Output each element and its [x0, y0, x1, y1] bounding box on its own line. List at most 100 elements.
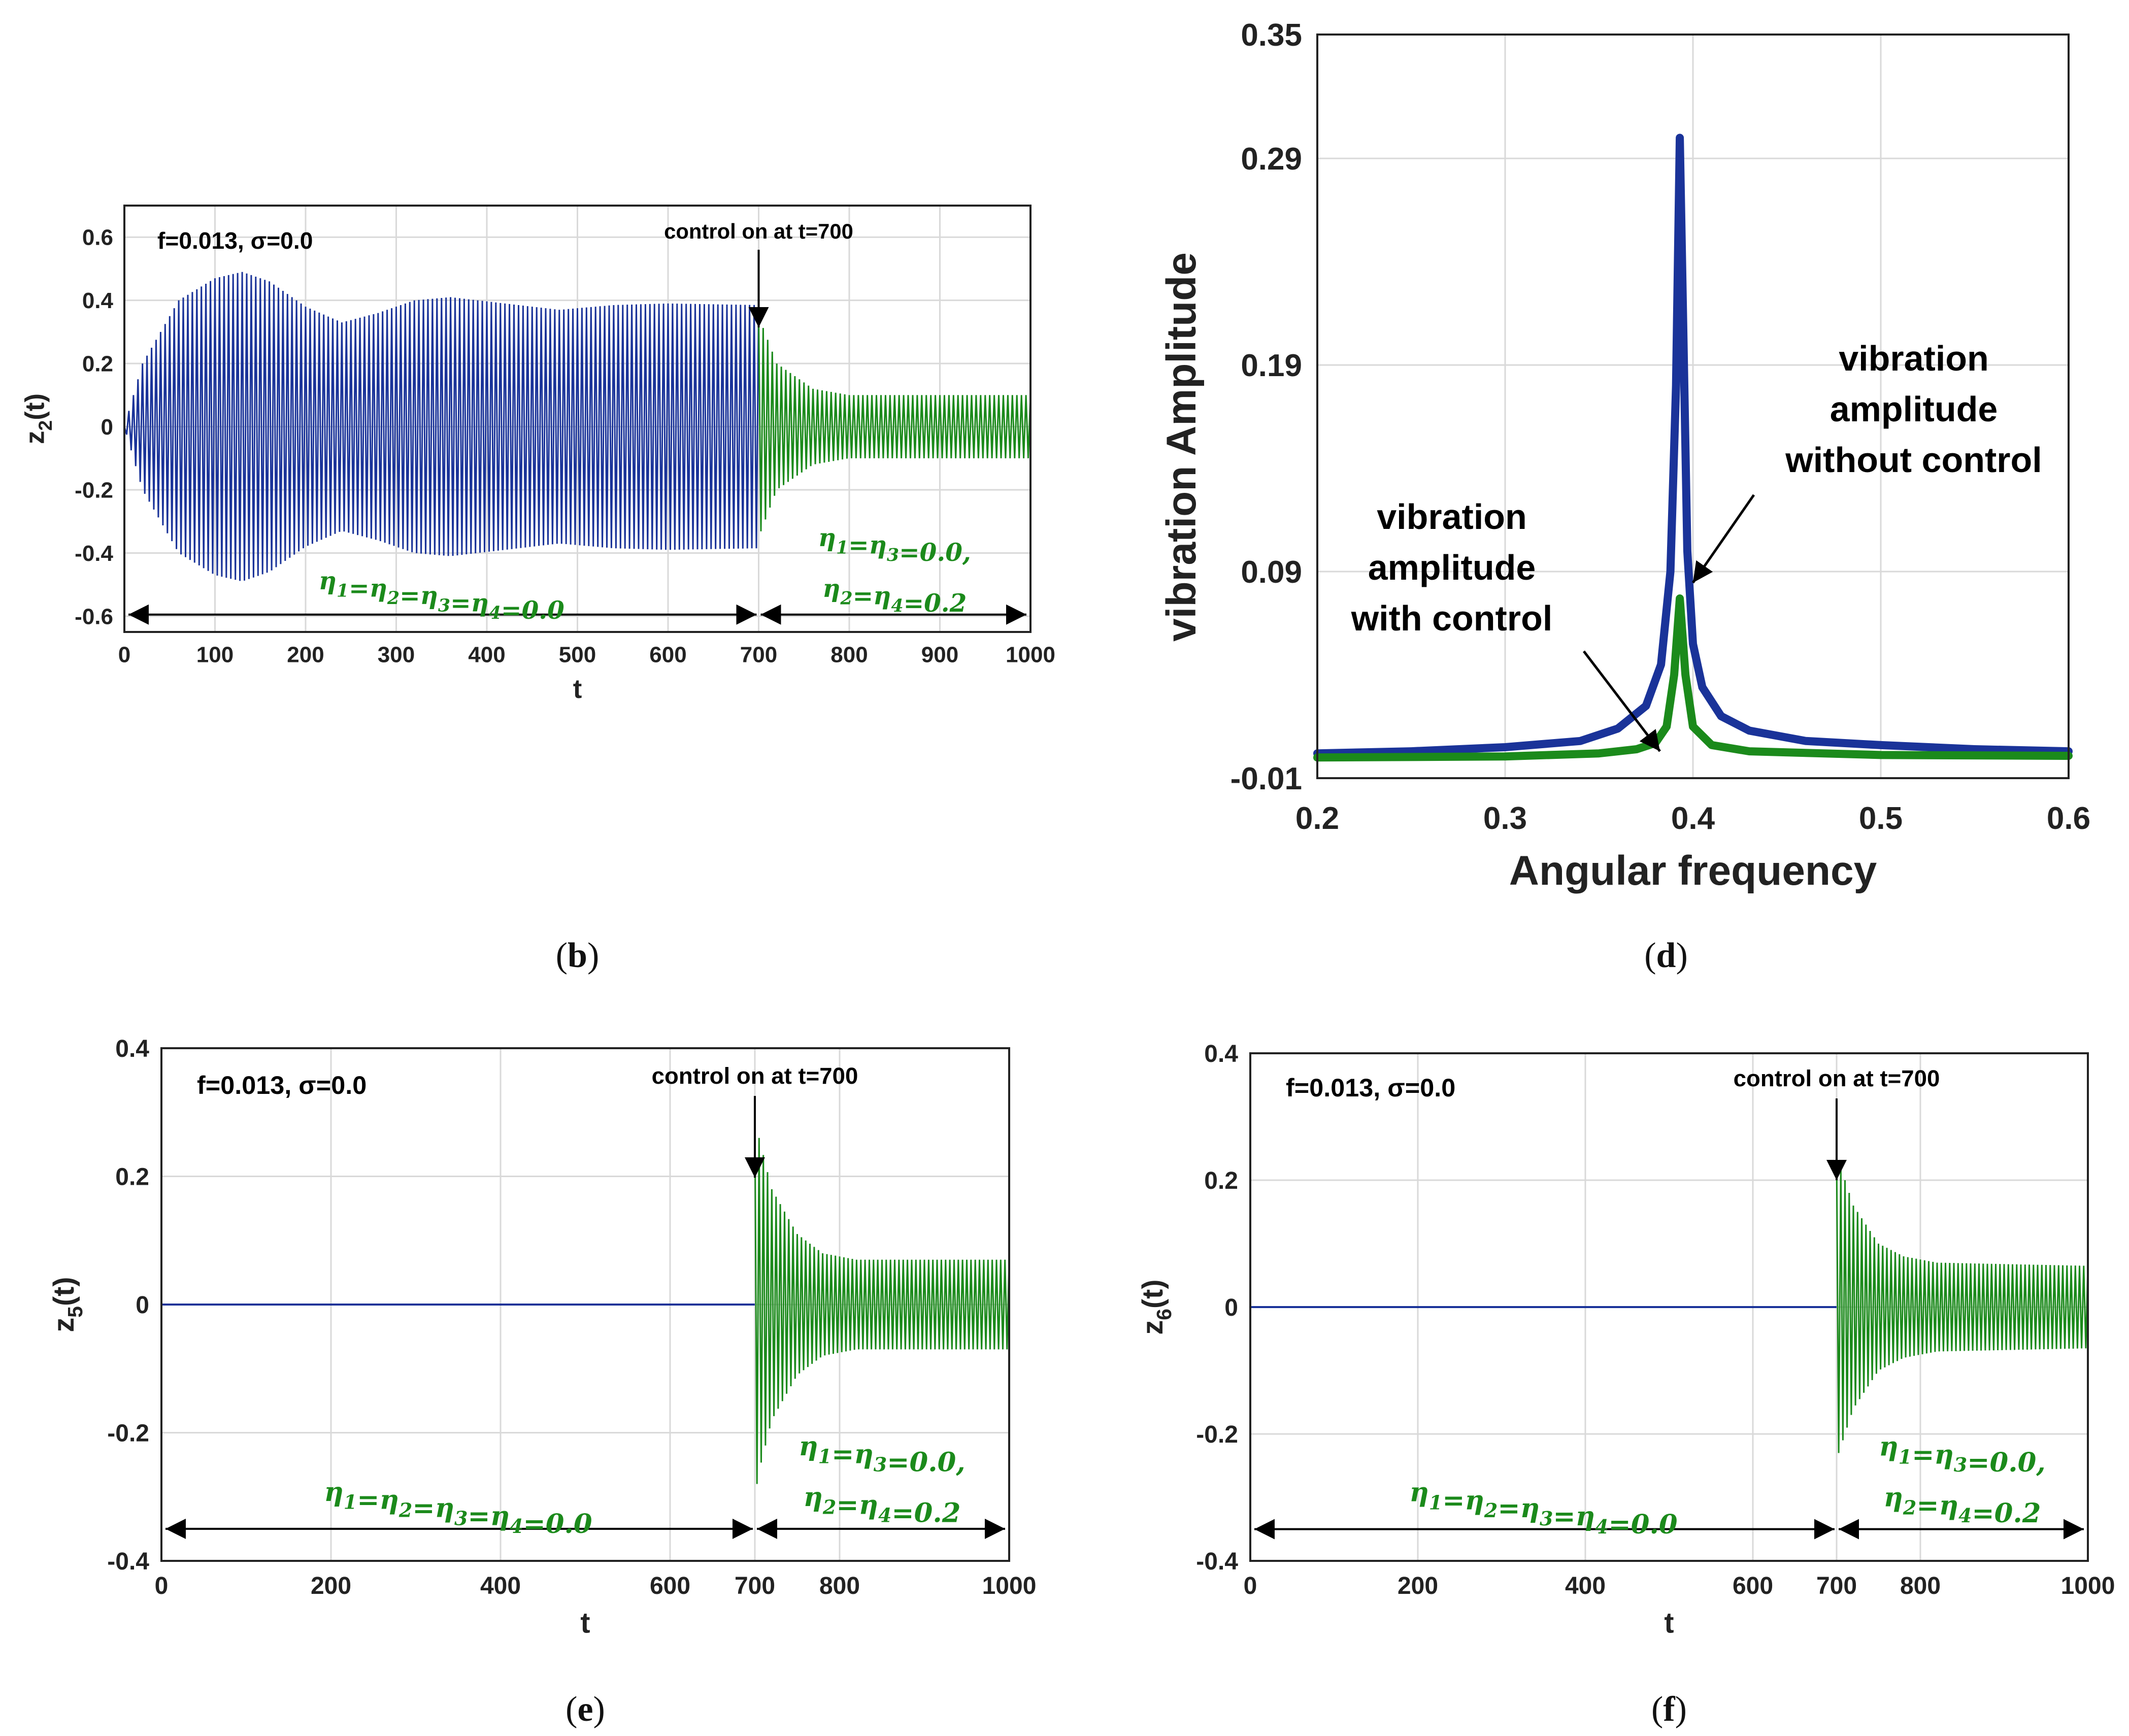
x-tick-label: 1000 [1006, 642, 1055, 667]
x-tick-label: 200 [311, 1573, 351, 1599]
control-on-label: control on at t=700 [652, 1063, 858, 1089]
with-control-label-2: amplitude [1368, 548, 1536, 587]
y-tick-label: 0.29 [1241, 142, 1302, 177]
y-axis-label: z6(t) [1137, 1279, 1176, 1334]
x-tick-label: 900 [921, 642, 958, 667]
panel-caption: (d) [1644, 936, 1688, 975]
x-tick-label: 800 [830, 642, 868, 667]
panel-f: 0 200 400 600 700 800 1000 -0.4 -0.2 0 0.2 0.4 t z6(t… [1137, 1041, 2115, 1729]
y-tick-label: 0 [136, 1292, 149, 1319]
y-tick-label: -0.01 [1230, 761, 1302, 796]
x-axis-label: t [573, 674, 582, 704]
x-tick-label: 600 [1733, 1573, 1773, 1599]
y-tick-label: -0.6 [75, 604, 113, 629]
y-axis-label: z2(t) [20, 393, 56, 444]
with-control-arrow [1583, 650, 1661, 752]
y-tick-label: 0 [1224, 1294, 1238, 1321]
parameter-annotation: f=0.013, σ=0.0 [197, 1071, 367, 1099]
x-axis-label: t [580, 1607, 590, 1640]
x-tick-label: 0 [1244, 1573, 1257, 1599]
panel-e: 0 200 400 600 700 800 1000 -0.4 -0.2 0 0.2 0.4 t z5(t… [48, 1036, 1036, 1729]
plot-frame [1249, 1052, 2089, 1562]
y-tick-label: -0.2 [1196, 1421, 1238, 1448]
without-control-arrow [1691, 494, 1755, 584]
x-tick-label: 0.6 [2047, 801, 2090, 836]
series-without-control [1313, 133, 2073, 758]
without-control-label-3: without control [1785, 440, 2042, 480]
x-tick-label: 700 [1816, 1573, 1857, 1599]
y-tick-label: 0.35 [1241, 18, 1302, 53]
x-tick-label: 0.5 [1859, 801, 1903, 836]
series-with-control [1836, 1154, 2089, 1453]
regime-before-label: η1=η2=η3=η4=0.0 [1409, 1477, 1677, 1540]
x-tick-label: 700 [735, 1573, 775, 1599]
without-control-label-2: amplitude [1830, 389, 1998, 429]
y-axis-label: z5(t) [48, 1277, 87, 1332]
y-axis-label: vibration Amplitude [1158, 252, 1205, 642]
with-control-label-3: with control [1351, 598, 1553, 638]
with-control-label-1: vibration [1377, 497, 1527, 537]
series-with-control [754, 1112, 1010, 1484]
series-with-control [1313, 594, 2073, 762]
x-tick-label: 0.4 [1671, 801, 1715, 836]
parameter-annotation: f=0.013, σ=0.0 [157, 227, 313, 254]
y-tick-label: 0.2 [82, 352, 113, 377]
plot-frame [1316, 34, 2070, 779]
y-tick-label: -0.4 [75, 541, 113, 566]
x-tick-label: 600 [649, 642, 686, 667]
plot-frame [160, 1047, 1010, 1562]
x-tick-label: 400 [468, 642, 505, 667]
x-axis-label: Angular frequency [1509, 848, 1877, 894]
x-tick-label: 200 [1398, 1573, 1438, 1599]
x-tick-label: 1000 [982, 1573, 1037, 1599]
y-tick-label: -0.2 [107, 1420, 149, 1447]
y-tick-label: 0.09 [1241, 555, 1302, 590]
regime-before-label: η1=η2=η3=η4=0.0 [319, 567, 564, 625]
plot-frame [123, 205, 1032, 633]
regime-after-label-2: η2=η4=0.2 [822, 575, 967, 618]
x-tick-label: 700 [740, 642, 777, 667]
panel-caption: (f) [1651, 1690, 1687, 1729]
series-with-control [758, 316, 1032, 531]
y-tick-label: 0.4 [82, 288, 114, 313]
x-tick-label: 100 [196, 642, 234, 667]
panel-caption: (b) [556, 936, 600, 975]
x-tick-label: 0 [118, 642, 130, 667]
panel-b: 0 100 200 300 400 500 600 700 800 900 1000 -0.6 -0.4… [20, 205, 1055, 975]
panel-caption: (e) [565, 1690, 605, 1729]
x-tick-label: 400 [480, 1573, 521, 1599]
x-tick-label: 800 [819, 1573, 860, 1599]
regime-before-label: η1=η2=η3=η4=0.0 [324, 1476, 592, 1540]
x-tick-label: 1000 [2061, 1573, 2115, 1599]
parameter-annotation: f=0.013, σ=0.0 [1286, 1073, 1455, 1102]
series-without-control [123, 272, 759, 581]
y-tick-label: -0.4 [1196, 1548, 1238, 1575]
regime-after-label-1: η1=η3=0.0, [818, 524, 971, 567]
y-tick-label: 0.4 [115, 1036, 149, 1062]
regime-after-label-1: η1=η3=0.0, [1879, 1431, 2045, 1479]
regime-after-label-2: η2=η4=0.2 [1883, 1482, 2041, 1529]
y-tick-label: 0.2 [1204, 1167, 1238, 1194]
x-tick-label: 0.3 [1483, 801, 1527, 836]
y-tick-label: 0.6 [82, 225, 113, 250]
y-tick-label: -0.2 [75, 478, 113, 503]
x-tick-label: 200 [287, 642, 324, 667]
y-tick-label: 0 [101, 415, 113, 440]
x-tick-label: 0 [155, 1573, 169, 1599]
x-tick-label: 300 [378, 642, 415, 667]
regime-after-label-1: η1=η3=0.0, [799, 1430, 965, 1478]
regime-after-label-2: η2=η4=0.2 [803, 1481, 960, 1529]
y-tick-label: 0.2 [115, 1163, 149, 1190]
x-tick-label: 800 [1900, 1573, 1941, 1599]
x-tick-label: 400 [1565, 1573, 1606, 1599]
without-control-label-1: vibration [1839, 339, 1989, 378]
control-on-label: control on at t=700 [664, 219, 853, 243]
x-tick-label: 500 [559, 642, 596, 667]
y-tick-label: 0.19 [1241, 348, 1302, 383]
x-axis-label: t [1664, 1607, 1674, 1640]
x-tick-label: 600 [650, 1573, 690, 1599]
control-on-label: control on at t=700 [1734, 1065, 1940, 1091]
y-tick-label: 0.4 [1204, 1041, 1238, 1067]
panel-d: 0.2 0.3 0.4 0.5 0.6 -0.01 0.09 0.19 0.29 0.35 Angu… [1158, 18, 2090, 975]
